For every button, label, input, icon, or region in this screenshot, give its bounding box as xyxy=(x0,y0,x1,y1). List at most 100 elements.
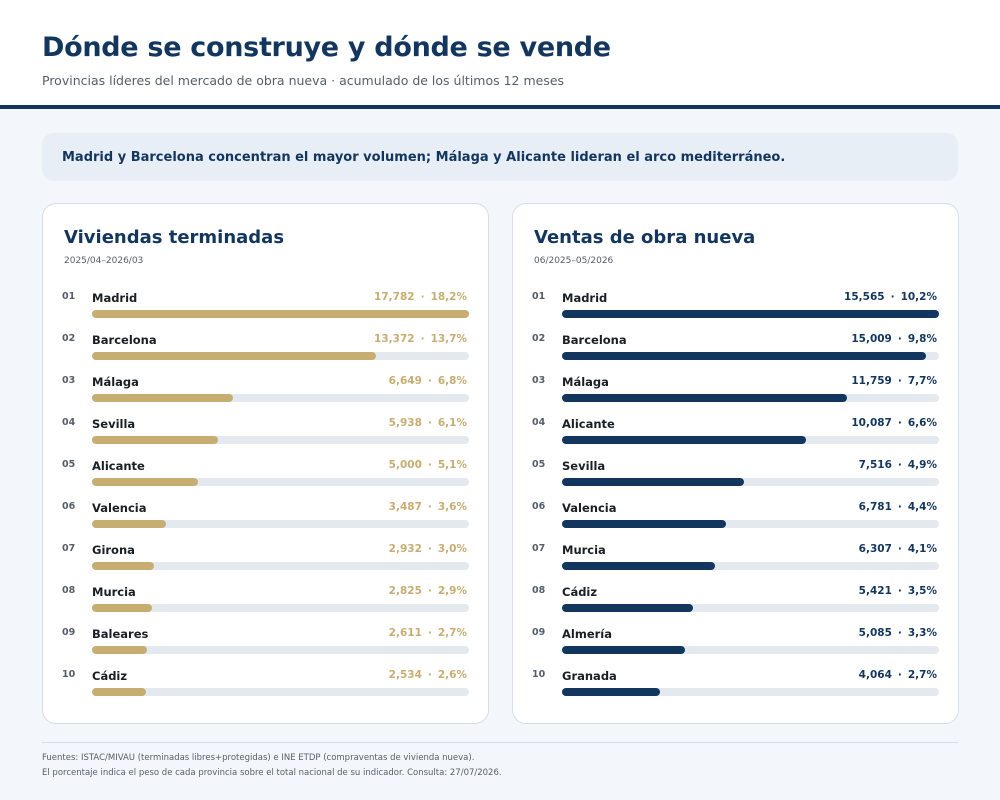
bar-track xyxy=(92,604,469,612)
rank-label: 09 xyxy=(62,627,76,638)
panel-title: Ventas de obra nueva xyxy=(534,227,756,248)
share-percent: 9,8% xyxy=(907,333,937,345)
separator-dot: · xyxy=(897,375,902,387)
separator-dot: · xyxy=(427,375,432,387)
bar-row: 07 Murcia 6,307 · 4,1% xyxy=(513,543,958,585)
rank-label: 04 xyxy=(62,417,76,428)
share-percent: 6,1% xyxy=(437,417,467,429)
bar-track xyxy=(92,562,469,570)
rank-label: 07 xyxy=(62,543,76,554)
bar-track xyxy=(92,352,469,360)
rank-label: 03 xyxy=(62,375,76,386)
bar xyxy=(92,478,198,486)
key-insight-callout: Madrid y Barcelona concentran el mayor v… xyxy=(42,133,958,181)
category-label: Murcia xyxy=(92,585,136,599)
share-percent: 2,7% xyxy=(907,669,937,681)
bar-track xyxy=(92,646,469,654)
bar-row: 01 Madrid 17,782 · 18,2% xyxy=(43,291,488,333)
value-number: 5,000 xyxy=(388,459,422,471)
category-label: Barcelona xyxy=(92,333,157,347)
bar-track xyxy=(562,604,939,612)
bar xyxy=(562,520,726,528)
value-label: 5,000 · 5,1% xyxy=(389,459,467,471)
value-label: 10,087 · 6,6% xyxy=(851,417,937,429)
value-label: 4,064 · 2,7% xyxy=(859,669,937,681)
category-label: Alicante xyxy=(562,417,615,431)
bar-row: 07 Girona 2,932 · 3,0% xyxy=(43,543,488,585)
share-percent: 7,7% xyxy=(907,375,937,387)
bar-row: 04 Alicante 10,087 · 6,6% xyxy=(513,417,958,459)
category-label: Alicante xyxy=(92,459,145,473)
bar xyxy=(562,394,847,402)
value-label: 7,516 · 4,9% xyxy=(859,459,937,471)
rank-label: 01 xyxy=(62,291,76,302)
bar-track xyxy=(92,394,469,402)
separator-dot: · xyxy=(897,333,902,345)
share-percent: 4,4% xyxy=(907,501,937,513)
category-label: Málaga xyxy=(92,375,139,389)
share-percent: 3,0% xyxy=(437,543,467,555)
value-label: 6,781 · 4,4% xyxy=(859,501,937,513)
footer-sources: Fuentes: ISTAC/MIVAU (terminadas libres+… xyxy=(42,753,475,763)
category-label: Cádiz xyxy=(562,585,598,599)
share-percent: 2,9% xyxy=(437,585,467,597)
value-number: 2,611 xyxy=(388,627,422,639)
bar xyxy=(92,646,147,654)
bar-track xyxy=(562,478,939,486)
value-number: 15,565 xyxy=(844,291,885,303)
value-label: 2,825 · 2,9% xyxy=(389,585,467,597)
value-label: 15,009 · 9,8% xyxy=(851,333,937,345)
value-label: 6,649 · 6,8% xyxy=(389,375,467,387)
bar xyxy=(562,688,660,696)
value-number: 11,759 xyxy=(851,375,892,387)
bar-track xyxy=(562,562,939,570)
bar-row: 02 Barcelona 13,372 · 13,7% xyxy=(43,333,488,375)
value-label: 6,307 · 4,1% xyxy=(859,543,937,555)
value-label: 2,534 · 2,6% xyxy=(389,669,467,681)
value-number: 7,516 xyxy=(858,459,892,471)
category-label: Málaga xyxy=(562,375,609,389)
bar-row: 01 Madrid 15,565 · 10,2% xyxy=(513,291,958,333)
bar-row: 06 Valencia 6,781 · 4,4% xyxy=(513,501,958,543)
separator-dot: · xyxy=(897,585,902,597)
rank-label: 03 xyxy=(532,375,546,386)
category-label: Cádiz xyxy=(92,669,128,683)
share-percent: 2,7% xyxy=(437,627,467,639)
bar-row: 09 Baleares 2,611 · 2,7% xyxy=(43,627,488,669)
category-label: Murcia xyxy=(562,543,606,557)
rank-label: 02 xyxy=(62,333,76,344)
bar xyxy=(92,604,152,612)
separator-dot: · xyxy=(427,501,432,513)
bar xyxy=(562,604,693,612)
bar xyxy=(92,310,469,318)
value-number: 3,487 xyxy=(388,501,422,513)
bar-track xyxy=(92,688,469,696)
rank-label: 01 xyxy=(532,291,546,302)
bar-row: 10 Granada 4,064 · 2,7% xyxy=(513,669,958,711)
separator-dot: · xyxy=(420,333,425,345)
value-number: 5,938 xyxy=(388,417,422,429)
panel-title: Viviendas terminadas xyxy=(64,227,285,248)
bar xyxy=(562,478,744,486)
bar-row: 06 Valencia 3,487 · 3,6% xyxy=(43,501,488,543)
rank-label: 06 xyxy=(62,501,76,512)
rank-label: 02 xyxy=(532,333,546,344)
separator-dot: · xyxy=(897,501,902,513)
bar-row: 10 Cádiz 2,534 · 2,6% xyxy=(43,669,488,711)
viviendas-terminadas-panel: Viviendas terminadas 2025/04–2026/03 01 M… xyxy=(42,203,489,724)
value-label: 5,421 · 3,5% xyxy=(859,585,937,597)
value-label: 17,782 · 18,2% xyxy=(374,291,467,303)
value-number: 6,307 xyxy=(858,543,892,555)
bar xyxy=(562,562,715,570)
value-label: 5,085 · 3,3% xyxy=(859,627,937,639)
value-number: 4,064 xyxy=(858,669,892,681)
bar-row: 09 Almería 5,085 · 3,3% xyxy=(513,627,958,669)
value-label: 13,372 · 13,7% xyxy=(374,333,467,345)
rank-label: 08 xyxy=(532,585,546,596)
separator-dot: · xyxy=(897,543,902,555)
value-label: 5,938 · 6,1% xyxy=(389,417,467,429)
bar xyxy=(92,688,146,696)
bar-row: 05 Alicante 5,000 · 5,1% xyxy=(43,459,488,501)
bar xyxy=(562,436,806,444)
separator-dot: · xyxy=(897,669,902,681)
